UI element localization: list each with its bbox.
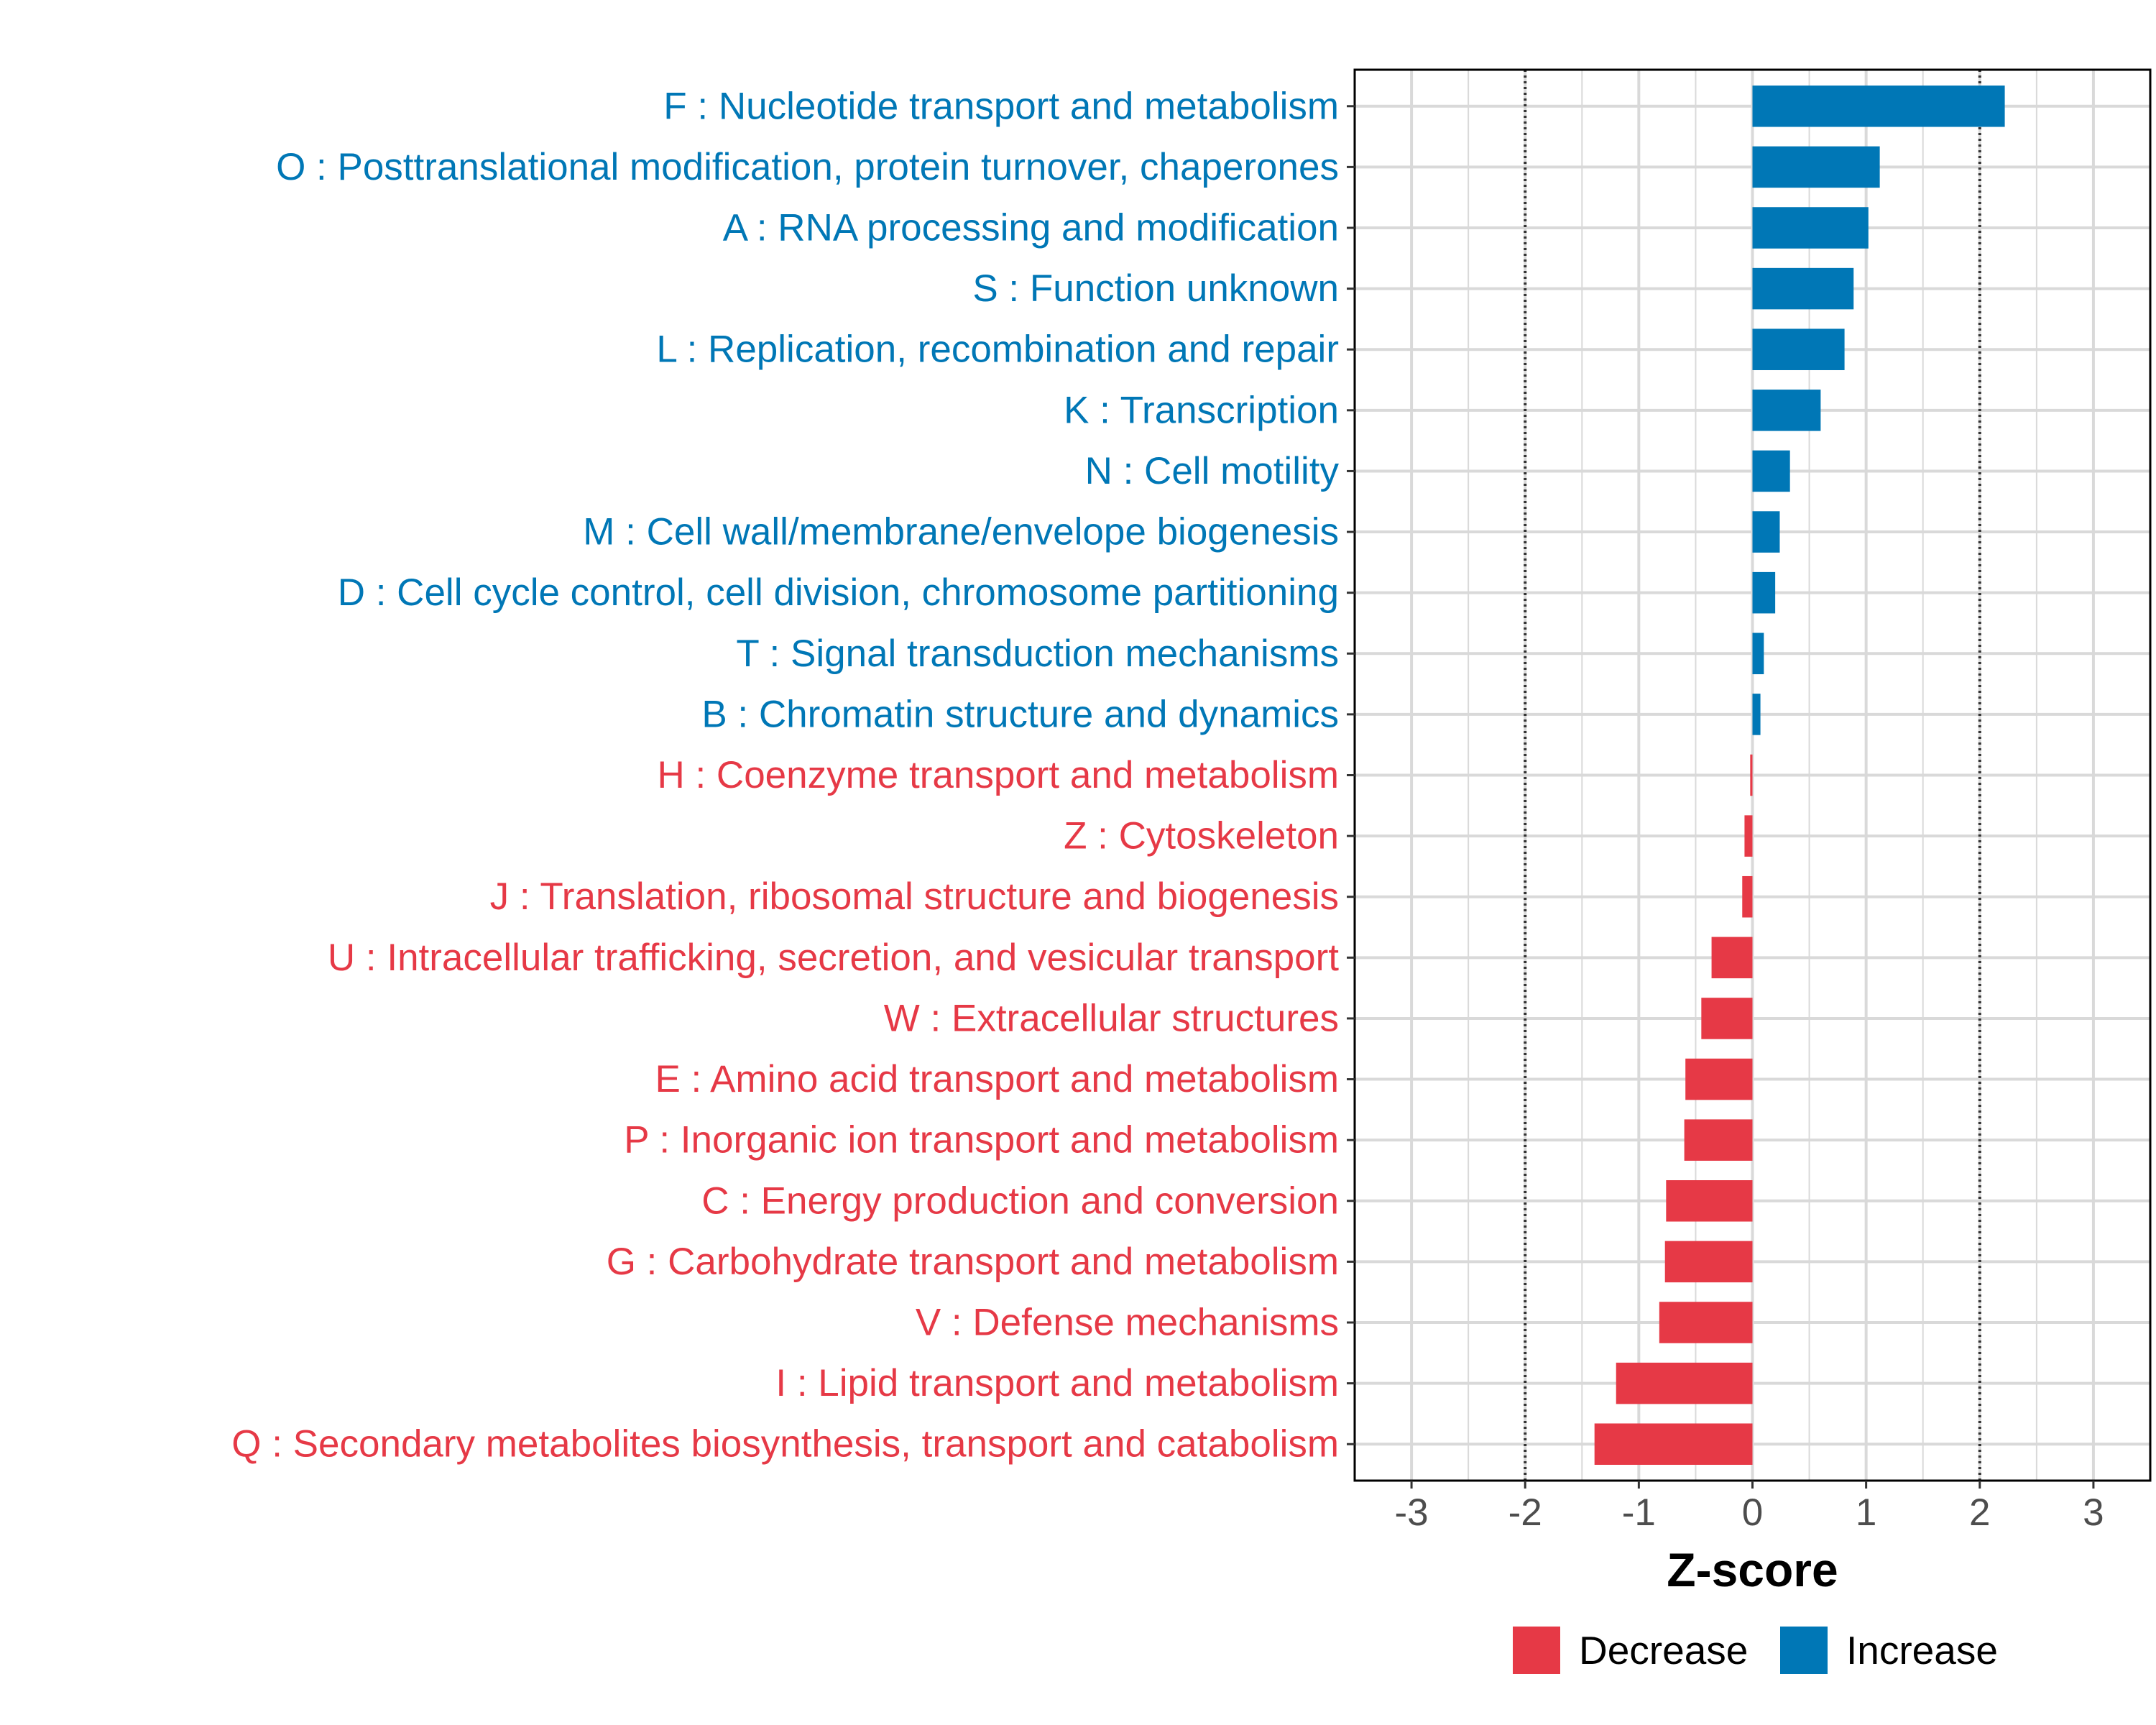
category-label: G : Carbohydrate transport and metabolis… bbox=[607, 1241, 1339, 1283]
bar-increase bbox=[1752, 511, 1780, 553]
bar-decrease bbox=[1684, 1119, 1753, 1161]
bar-decrease bbox=[1711, 937, 1753, 979]
category-label: T : Signal transduction mechanisms bbox=[736, 632, 1339, 675]
category-label: H : Coenzyme transport and metabolism bbox=[657, 754, 1339, 796]
category-label: L : Replication, recombination and repai… bbox=[656, 328, 1339, 371]
x-axis-title: Z-score bbox=[1667, 1543, 1838, 1596]
category-label: U : Intracellular trafficking, secretion… bbox=[328, 937, 1339, 979]
y-axis-ticks bbox=[1347, 105, 1355, 1445]
x-tick-label: -2 bbox=[1508, 1491, 1542, 1534]
category-label: K : Transcription bbox=[1064, 389, 1339, 431]
bar-decrease bbox=[1616, 1362, 1753, 1404]
bar-decrease bbox=[1742, 875, 1753, 918]
bar-decrease bbox=[1701, 998, 1753, 1039]
bars bbox=[1594, 85, 2005, 1466]
bar-decrease bbox=[1659, 1302, 1753, 1343]
category-label: M : Cell wall/membrane/envelope biogenes… bbox=[583, 511, 1339, 553]
category-label: S : Function unknown bbox=[972, 267, 1339, 310]
x-tick-label: 0 bbox=[1742, 1491, 1763, 1534]
bar-increase bbox=[1752, 571, 1776, 614]
legend-label-increase: Increase bbox=[1846, 1628, 1998, 1673]
category-label: D : Cell cycle control, cell division, c… bbox=[338, 571, 1339, 614]
category-label: C : Energy production and conversion bbox=[701, 1179, 1339, 1222]
category-labels: F : Nucleotide transport and metabolism O… bbox=[231, 85, 1339, 1465]
x-axis-ticks: -3 -2 -1 0 1 2 3 bbox=[1395, 1481, 2104, 1534]
category-label: W : Extracellular structures bbox=[884, 997, 1339, 1039]
bar-increase bbox=[1752, 207, 1869, 249]
category-label: V : Defense mechanisms bbox=[916, 1302, 1339, 1344]
bar-increase bbox=[1752, 632, 1764, 675]
category-label: B : Chromatin structure and dynamics bbox=[701, 693, 1339, 735]
bar-increase bbox=[1752, 267, 1854, 310]
bar-decrease bbox=[1664, 1241, 1753, 1283]
category-label: O : Posttranslational modification, prot… bbox=[276, 146, 1339, 188]
x-tick-label: 3 bbox=[2083, 1491, 2104, 1534]
x-tick-label: 1 bbox=[1856, 1491, 1876, 1534]
bar-decrease bbox=[1594, 1423, 1753, 1466]
legend: Decrease Increase bbox=[1513, 1627, 1998, 1674]
legend-swatch-decrease bbox=[1513, 1627, 1560, 1674]
category-label: P : Inorganic ion transport and metaboli… bbox=[624, 1119, 1339, 1162]
bar-increase bbox=[1752, 328, 1845, 370]
bar-increase bbox=[1752, 450, 1790, 492]
legend-label-decrease: Decrease bbox=[1579, 1628, 1748, 1673]
bar-increase bbox=[1752, 694, 1761, 735]
x-tick-label: -3 bbox=[1395, 1491, 1429, 1534]
x-tick-label: 2 bbox=[1969, 1491, 1990, 1534]
category-label: Q : Secondary metabolites biosynthesis, … bbox=[231, 1423, 1339, 1466]
category-label: Z : Cytoskeleton bbox=[1064, 815, 1339, 857]
category-label: J : Translation, ribosomal structure and… bbox=[490, 875, 1339, 918]
bar-increase bbox=[1752, 146, 1880, 188]
category-label: N : Cell motility bbox=[1085, 450, 1340, 492]
bar-increase bbox=[1752, 85, 2005, 127]
bar-decrease bbox=[1750, 754, 1753, 796]
category-label: F : Nucleotide transport and metabolism bbox=[663, 85, 1339, 127]
category-label: A : RNA processing and modification bbox=[723, 206, 1339, 249]
bar-decrease bbox=[1744, 815, 1753, 857]
x-tick-label: -1 bbox=[1622, 1491, 1656, 1534]
category-label: E : Amino acid transport and metabolism bbox=[655, 1058, 1339, 1100]
bar-decrease bbox=[1666, 1180, 1753, 1222]
bar-increase bbox=[1752, 390, 1821, 431]
category-label: I : Lipid transport and metabolism bbox=[775, 1362, 1339, 1404]
bar-decrease bbox=[1685, 1058, 1753, 1100]
legend-swatch-increase bbox=[1780, 1627, 1828, 1674]
